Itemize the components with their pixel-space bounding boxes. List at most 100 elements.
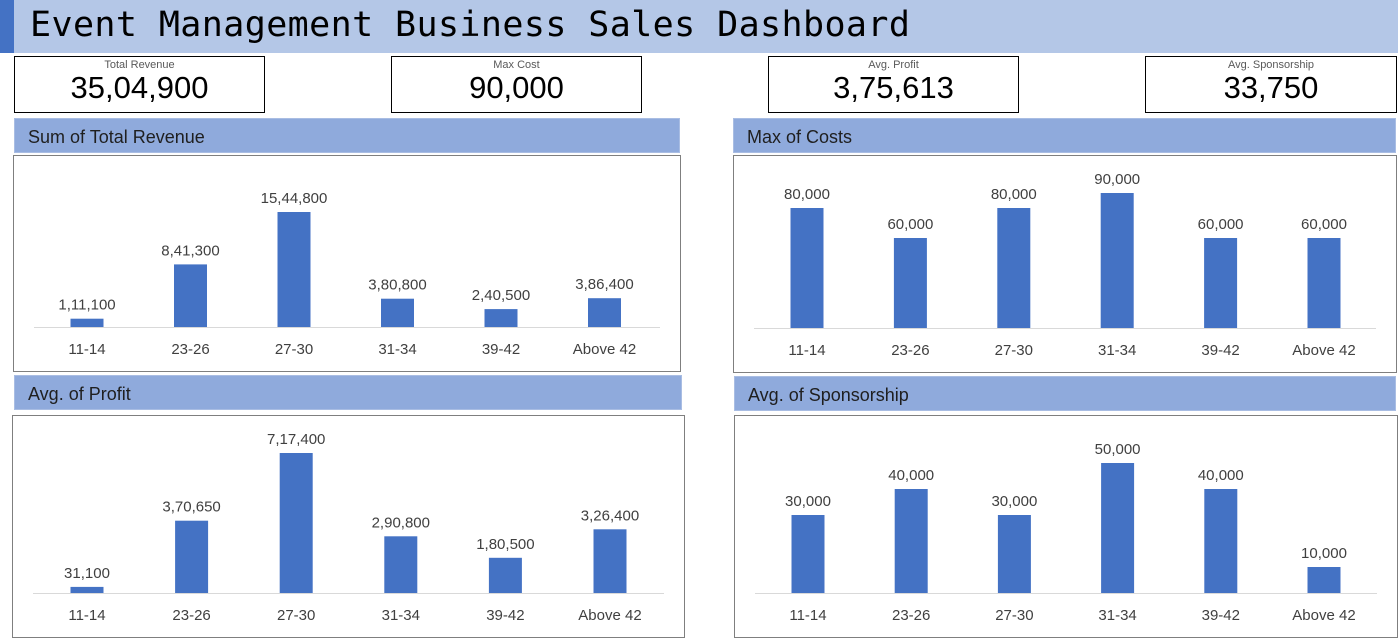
x-tick-label: 11-14	[68, 607, 105, 624]
bar[interactable]	[175, 520, 209, 593]
bar[interactable]	[70, 318, 104, 327]
kpi-card-avg-sponsorship: Avg. Sponsorship 33,750	[1145, 56, 1397, 113]
data-label: 60,000	[1198, 216, 1244, 233]
chart-avg-sponsorship: 30,000 11-14 40,000 23-26 30,000 27-30 50,000 3…	[734, 415, 1398, 638]
kpi-value: 35,04,900	[70, 70, 209, 105]
kpi-card-avg-profit: Avg. Profit 3,75,613	[768, 56, 1019, 113]
x-tick-label: 11-14	[68, 341, 105, 358]
chart-total-revenue: 1,11,100 11-14 8,41,300 23-26 15,44,800 27-30…	[13, 155, 681, 372]
bar[interactable]	[894, 489, 928, 593]
x-tick-label: 39-42	[486, 607, 524, 624]
bar[interactable]	[893, 238, 927, 328]
data-label: 8,41,300	[161, 242, 219, 259]
kpi-card-total-revenue: Total Revenue 35,04,900	[14, 56, 265, 113]
panel-header-total-revenue: Sum of Total Revenue	[14, 118, 680, 153]
x-tick-label: 27-30	[277, 607, 315, 624]
kpi-label: Avg. Sponsorship	[1227, 59, 1315, 71]
data-label: 3,70,650	[162, 499, 220, 516]
bar[interactable]	[279, 453, 313, 593]
bar[interactable]	[381, 298, 414, 327]
x-tick-label: Above 42	[1292, 607, 1355, 624]
bar[interactable]	[791, 515, 825, 593]
x-tick-label: 31-34	[382, 607, 420, 624]
title-bar: Event Management Business Sales Dashboar…	[0, 0, 1398, 53]
panel-header-avg-profit: Avg. of Profit	[14, 375, 682, 410]
bar[interactable]	[484, 309, 518, 327]
bar[interactable]	[1100, 193, 1134, 328]
data-label: 31,100	[64, 565, 110, 582]
kpi-label: Total Revenue	[104, 59, 175, 71]
data-label: 2,40,500	[472, 287, 530, 304]
bar[interactable]	[70, 586, 104, 593]
bar-chart-svg: 30,000 11-14 40,000 23-26 30,000 27-30 50,000 3…	[755, 441, 1377, 624]
bar[interactable]	[593, 529, 627, 593]
panel-title: Avg. of Profit	[28, 384, 131, 404]
x-tick-label: 27-30	[275, 341, 313, 358]
data-label: 1,11,100	[58, 297, 115, 314]
data-label: 60,000	[887, 216, 933, 233]
x-tick-label: Above 42	[578, 607, 641, 624]
data-label: 3,26,400	[581, 507, 639, 524]
x-tick-label: 27-30	[995, 607, 1033, 624]
data-label: 40,000	[1198, 467, 1244, 484]
chart-avg-profit: 31,100 11-14 3,70,650 23-26 7,17,400 27-30 2,9…	[12, 415, 685, 638]
data-label: 90,000	[1094, 171, 1140, 188]
data-label: 40,000	[888, 467, 934, 484]
x-tick-label: 39-42	[1201, 342, 1239, 359]
panel-title: Max of Costs	[747, 127, 853, 147]
data-label: 3,80,800	[368, 277, 426, 294]
title-accent-stripe	[0, 0, 14, 53]
bar[interactable]	[588, 298, 621, 327]
panel-title: Sum of Total Revenue	[28, 127, 205, 147]
bar[interactable]	[1307, 567, 1341, 593]
kpi-value: 3,75,613	[833, 70, 954, 105]
x-tick-label: 31-34	[1098, 607, 1136, 624]
chart-max-costs: 80,000 11-14 60,000 23-26 80,000 27-30 90,000 3…	[733, 155, 1397, 373]
x-tick-label: Above 42	[573, 341, 636, 358]
kpi-label: Max Cost	[493, 59, 540, 71]
x-tick-label: 27-30	[995, 342, 1033, 359]
data-label: 3,86,400	[575, 276, 633, 293]
x-tick-label: Above 42	[1292, 342, 1355, 359]
data-label: 10,000	[1301, 545, 1347, 562]
data-label: 60,000	[1301, 216, 1347, 233]
bar[interactable]	[997, 515, 1031, 593]
kpi-card-max-cost: Max Cost 90,000	[391, 56, 642, 113]
x-tick-label: 23-26	[172, 607, 210, 624]
panel-header-avg-sponsorship: Avg. of Sponsorship	[734, 376, 1396, 411]
data-label: 30,000	[991, 493, 1037, 510]
kpi-value: 90,000	[469, 70, 564, 105]
kpi-value: 33,750	[1223, 70, 1319, 105]
x-tick-label: 39-42	[482, 341, 520, 358]
panel-header-max-costs: Max of Costs	[733, 118, 1396, 153]
bar-chart-svg: 1,11,100 11-14 8,41,300 23-26 15,44,800 27-30…	[34, 190, 660, 358]
x-tick-label: 39-42	[1202, 607, 1240, 624]
bar[interactable]	[790, 208, 824, 328]
bar[interactable]	[277, 212, 311, 327]
bar[interactable]	[1204, 238, 1238, 328]
bar[interactable]	[1307, 238, 1341, 328]
x-tick-label: 23-26	[891, 342, 929, 359]
x-tick-label: 23-26	[892, 607, 930, 624]
dashboard-title: Event Management Business Sales Dashboar…	[30, 5, 911, 45]
data-label: 50,000	[1095, 441, 1141, 458]
kpi-label: Avg. Profit	[868, 59, 919, 71]
data-label: 1,80,500	[476, 536, 534, 553]
x-tick-label: 23-26	[171, 341, 209, 358]
x-tick-label: 11-14	[788, 342, 825, 359]
panel-title: Avg. of Sponsorship	[748, 385, 909, 405]
bar-chart-svg: 80,000 11-14 60,000 23-26 80,000 27-30 90,000 3…	[754, 171, 1376, 359]
data-label: 30,000	[785, 493, 831, 510]
bar[interactable]	[384, 536, 418, 593]
data-label: 7,17,400	[267, 431, 325, 448]
bar-chart-svg: 31,100 11-14 3,70,650 23-26 7,17,400 27-30 2,9…	[33, 431, 664, 624]
bar[interactable]	[1204, 489, 1238, 593]
bar[interactable]	[488, 557, 522, 593]
x-tick-label: 31-34	[378, 341, 416, 358]
data-label: 2,90,800	[372, 514, 430, 531]
x-tick-label: 31-34	[1098, 342, 1136, 359]
bar[interactable]	[997, 208, 1031, 328]
bar[interactable]	[1101, 463, 1135, 593]
x-tick-label: 11-14	[789, 607, 826, 624]
bar[interactable]	[174, 264, 207, 327]
